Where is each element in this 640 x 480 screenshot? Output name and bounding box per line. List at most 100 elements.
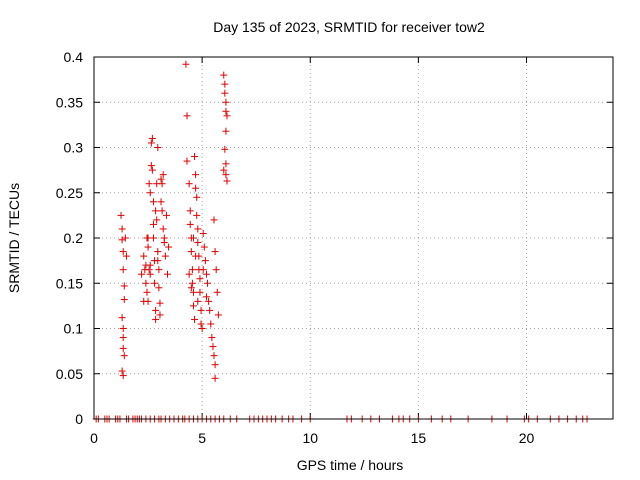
data-point xyxy=(154,144,162,151)
points-layer xyxy=(92,60,591,423)
data-point xyxy=(122,252,130,260)
x-tick-label: 20 xyxy=(519,430,535,446)
data-point xyxy=(118,225,126,233)
data-point xyxy=(121,234,129,242)
data-point xyxy=(197,306,205,314)
data-point xyxy=(162,211,170,219)
x-axis-label: GPS time / hours xyxy=(297,457,404,473)
data-point xyxy=(145,180,153,188)
data-point xyxy=(213,288,221,296)
data-point xyxy=(194,225,202,233)
data-point xyxy=(158,180,166,188)
data-point xyxy=(211,248,219,256)
data-point xyxy=(155,266,163,274)
data-point xyxy=(187,248,195,256)
data-point xyxy=(189,234,197,242)
data-point xyxy=(158,207,166,215)
data-point xyxy=(146,270,154,278)
data-point xyxy=(149,220,157,228)
data-point xyxy=(188,279,196,287)
data-point xyxy=(161,252,169,260)
data-point xyxy=(183,157,191,165)
data-point xyxy=(119,334,127,342)
data-point xyxy=(146,189,154,197)
data-point xyxy=(200,243,208,251)
data-point xyxy=(143,288,151,296)
data-point xyxy=(191,153,199,161)
y-tick-label: 0.25 xyxy=(56,185,83,201)
data-point xyxy=(147,162,155,170)
data-point xyxy=(222,98,230,106)
data-point xyxy=(159,225,167,233)
data-point xyxy=(118,236,126,244)
data-point xyxy=(222,171,230,179)
data-point xyxy=(119,372,127,380)
data-point xyxy=(189,302,197,310)
data-point xyxy=(146,261,154,269)
data-point xyxy=(157,175,165,183)
data-point xyxy=(182,60,190,68)
data-point xyxy=(193,211,201,219)
data-point xyxy=(221,145,229,153)
data-point xyxy=(188,266,196,274)
data-point xyxy=(142,279,150,287)
y-tick-label: 0.1 xyxy=(64,321,84,337)
data-point xyxy=(160,239,168,247)
data-point xyxy=(199,266,207,274)
data-point xyxy=(196,288,204,296)
data-point xyxy=(138,270,146,278)
data-point xyxy=(149,198,157,206)
y-tick-label: 0.3 xyxy=(64,140,84,156)
data-point xyxy=(152,306,160,314)
data-point xyxy=(223,112,231,120)
data-point xyxy=(208,334,216,342)
data-point xyxy=(196,275,204,283)
data-point xyxy=(205,297,213,305)
data-point xyxy=(118,314,126,322)
data-point xyxy=(143,234,151,242)
y-tick-label: 0.4 xyxy=(64,49,84,65)
data-point xyxy=(186,207,194,215)
y-tick-label: 0.05 xyxy=(56,366,83,382)
data-point xyxy=(222,107,230,115)
data-point xyxy=(156,311,164,319)
data-point xyxy=(140,252,148,260)
data-point xyxy=(148,134,156,142)
data-point xyxy=(183,112,191,120)
data-point xyxy=(214,311,222,319)
y-tick-label: 0.2 xyxy=(64,230,84,246)
data-point xyxy=(118,367,126,375)
ticks-layer: 0 0.05 0.1 0.15 0.2 0.25 0.3 0.35 0.4 0 5 10 15 20 xyxy=(56,49,613,446)
data-point xyxy=(119,325,127,332)
data-point xyxy=(159,171,167,179)
y-tick-label: 0.15 xyxy=(56,275,83,291)
data-point xyxy=(198,325,206,332)
data-point xyxy=(120,296,128,304)
chart-title: Day 135 of 2023, SRMTID for receiver tow… xyxy=(213,19,485,35)
data-point xyxy=(211,361,219,369)
data-point xyxy=(165,243,173,251)
data-point xyxy=(206,306,214,314)
data-point xyxy=(194,297,202,305)
data-point xyxy=(202,270,210,278)
data-point xyxy=(147,139,155,147)
data-point xyxy=(164,270,172,278)
data-point xyxy=(144,243,152,251)
x-tick-label: 0 xyxy=(90,430,98,446)
data-point xyxy=(191,315,199,323)
data-point xyxy=(192,171,200,179)
data-point xyxy=(222,127,230,135)
data-point xyxy=(202,293,210,301)
data-point xyxy=(155,284,163,292)
data-point xyxy=(153,216,161,224)
data-point xyxy=(220,166,228,174)
data-point xyxy=(201,257,209,265)
data-point xyxy=(193,193,201,201)
data-point xyxy=(204,279,212,287)
data-point xyxy=(222,160,230,168)
data-point xyxy=(192,252,200,260)
data-point xyxy=(210,352,218,360)
data-point xyxy=(187,284,195,292)
data-point xyxy=(120,352,128,360)
